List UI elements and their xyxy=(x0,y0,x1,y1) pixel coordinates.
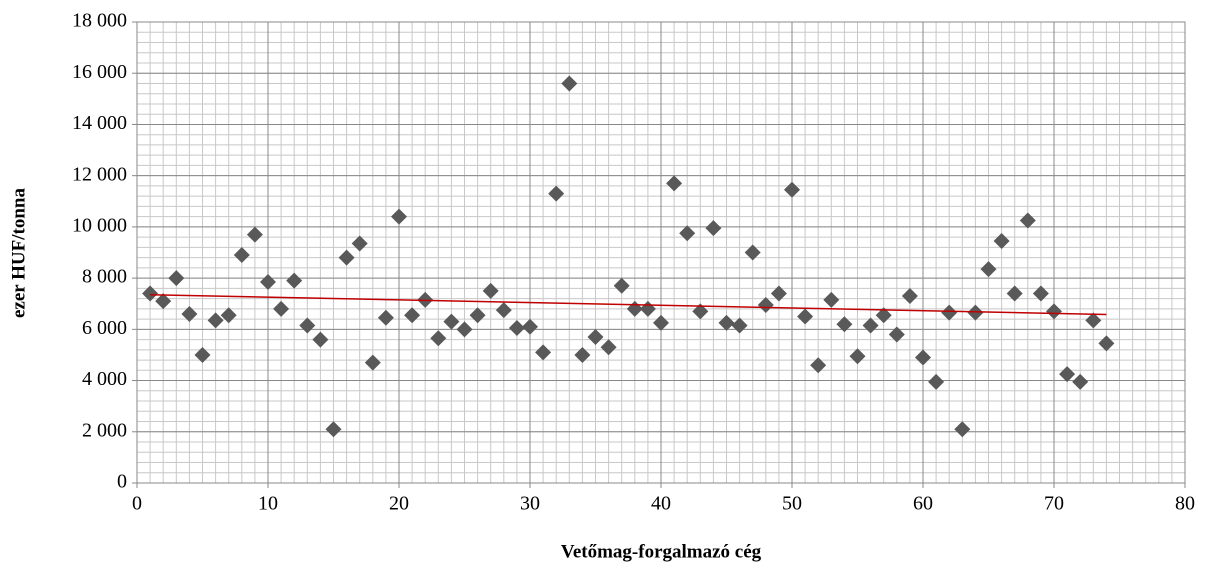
point xyxy=(181,305,198,322)
point xyxy=(600,339,617,356)
point xyxy=(862,317,879,334)
y-tick-label: 8 000 xyxy=(82,266,127,288)
y-tick-label: 0 xyxy=(117,471,127,493)
point xyxy=(351,235,368,252)
point xyxy=(731,317,748,334)
point xyxy=(469,307,486,324)
point xyxy=(928,373,945,390)
point xyxy=(1072,373,1089,390)
x-tick-label: 30 xyxy=(520,493,540,515)
y-tick-label: 2 000 xyxy=(82,419,127,441)
point xyxy=(364,354,381,371)
point xyxy=(967,304,984,321)
point xyxy=(849,348,866,365)
x-tick-label: 50 xyxy=(782,493,802,515)
point xyxy=(299,317,316,334)
point xyxy=(757,297,774,314)
x-tick-label: 10 xyxy=(258,493,278,515)
point xyxy=(142,285,159,302)
point xyxy=(338,249,355,266)
point xyxy=(784,181,800,198)
point xyxy=(574,346,591,363)
x-tick-label: 80 xyxy=(1175,493,1195,515)
point xyxy=(613,277,630,294)
y-tick-label: 16 000 xyxy=(72,61,127,83)
point xyxy=(797,308,814,325)
y-axis-title: ezer HUF/tonna xyxy=(8,188,29,318)
point xyxy=(941,304,958,321)
x-tick-label: 0 xyxy=(132,493,142,515)
point xyxy=(377,309,394,326)
x-tick-label: 20 xyxy=(389,493,409,515)
point xyxy=(692,303,709,320)
point xyxy=(666,175,683,192)
point xyxy=(836,316,853,333)
point xyxy=(1059,366,1076,383)
point xyxy=(508,320,525,337)
point xyxy=(260,273,276,290)
point xyxy=(194,346,211,363)
point xyxy=(522,318,538,335)
point xyxy=(744,244,761,261)
point xyxy=(980,261,997,278)
y-tick-label: 10 000 xyxy=(72,214,127,236)
point xyxy=(954,421,971,438)
x-tick-label: 60 xyxy=(913,493,933,515)
point xyxy=(888,326,905,343)
point xyxy=(1006,285,1023,302)
point xyxy=(679,225,696,242)
point xyxy=(430,330,447,347)
point xyxy=(233,247,250,264)
point xyxy=(718,314,735,331)
point xyxy=(456,321,473,338)
y-tick-label: 18 000 xyxy=(72,10,127,32)
point xyxy=(325,421,342,438)
point xyxy=(1019,212,1036,229)
point xyxy=(273,300,290,317)
trendline xyxy=(150,294,1107,316)
point xyxy=(220,307,237,324)
y-tick-label: 12 000 xyxy=(72,163,127,185)
point xyxy=(443,313,460,330)
point xyxy=(246,226,263,243)
point xyxy=(770,285,787,302)
point xyxy=(168,270,185,287)
point xyxy=(404,307,421,324)
y-tick-label: 6 000 xyxy=(82,317,127,339)
point xyxy=(1098,335,1115,352)
point xyxy=(653,314,669,331)
point xyxy=(875,307,892,324)
point xyxy=(1046,303,1062,320)
point xyxy=(561,75,578,92)
point xyxy=(810,357,827,374)
point xyxy=(207,312,224,329)
point xyxy=(548,185,565,202)
point xyxy=(587,329,604,346)
point xyxy=(705,220,722,237)
point xyxy=(312,331,329,348)
point xyxy=(823,291,840,308)
point xyxy=(535,344,552,361)
plot-border xyxy=(136,21,1186,484)
point xyxy=(639,300,656,317)
point xyxy=(286,272,303,289)
point xyxy=(993,232,1010,249)
x-axis-title: Vetőmag-forgalmazó cég xyxy=(561,541,762,562)
point xyxy=(482,282,499,299)
y-tick-label: 4 000 xyxy=(82,368,127,390)
point xyxy=(1085,312,1102,329)
point xyxy=(915,349,931,366)
point xyxy=(391,208,407,225)
y-tick-label: 14 000 xyxy=(72,112,127,134)
point xyxy=(901,288,918,305)
point xyxy=(1032,285,1049,302)
x-tick-label: 70 xyxy=(1044,493,1064,515)
point xyxy=(495,302,512,319)
x-tick-label: 40 xyxy=(651,493,671,515)
point xyxy=(155,293,172,310)
